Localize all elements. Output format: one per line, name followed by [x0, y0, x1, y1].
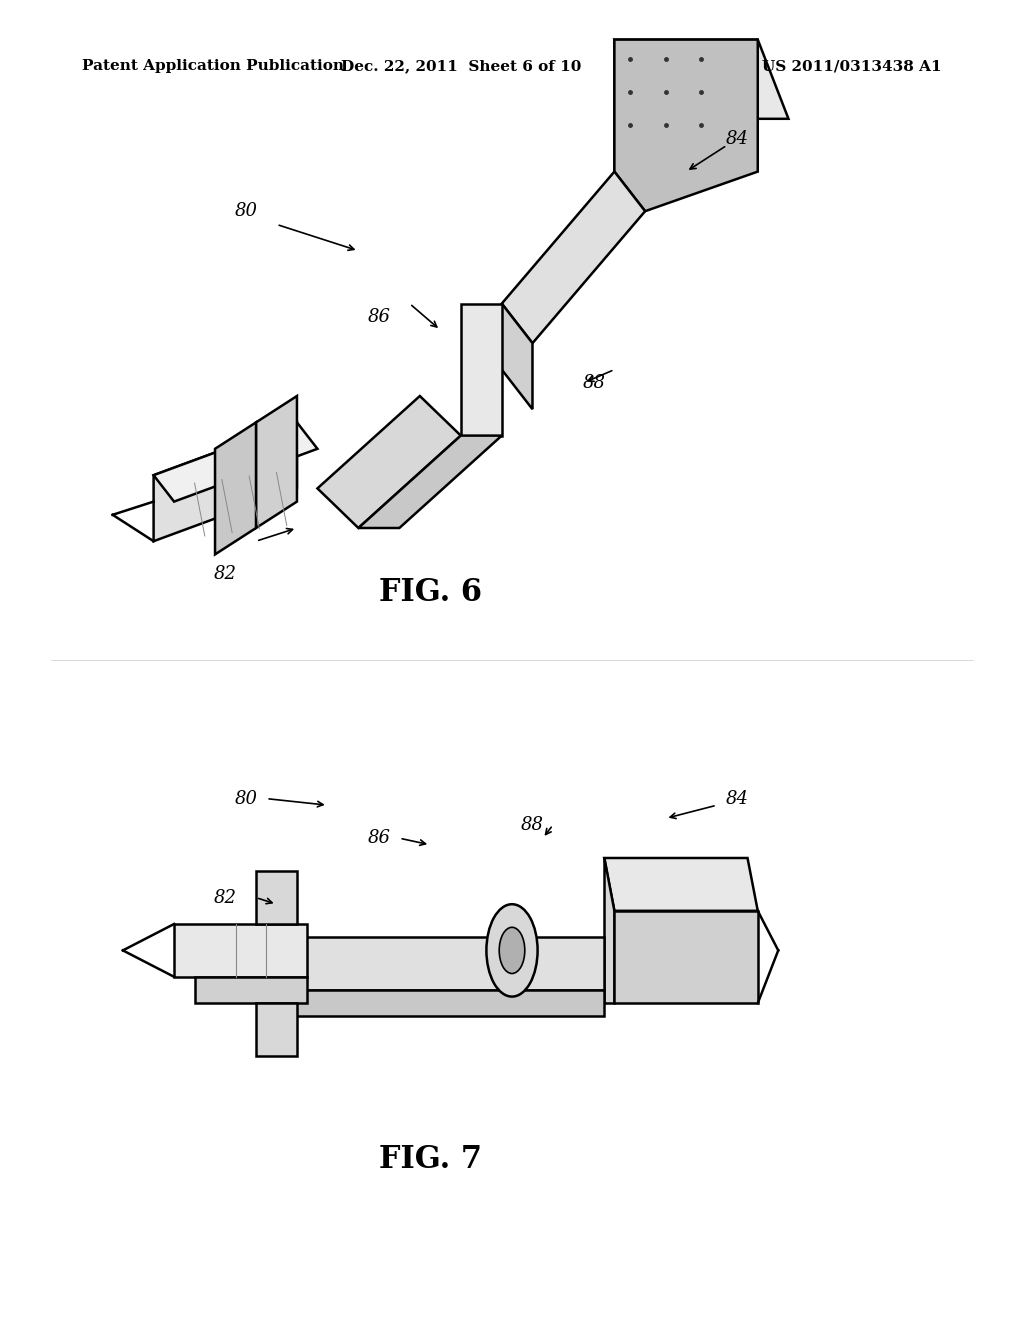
Polygon shape [461, 304, 502, 436]
Text: US 2011/0313438 A1: US 2011/0313438 A1 [763, 59, 942, 74]
Ellipse shape [486, 904, 538, 997]
Polygon shape [614, 40, 788, 119]
Polygon shape [154, 422, 317, 502]
Text: 84: 84 [726, 129, 749, 148]
Text: 88: 88 [583, 374, 605, 392]
Polygon shape [604, 858, 758, 911]
Polygon shape [256, 937, 604, 990]
Polygon shape [614, 40, 758, 211]
Text: 82: 82 [214, 565, 237, 583]
Text: 86: 86 [368, 308, 390, 326]
Text: Dec. 22, 2011  Sheet 6 of 10: Dec. 22, 2011 Sheet 6 of 10 [341, 59, 581, 74]
Polygon shape [358, 436, 502, 528]
Polygon shape [502, 304, 532, 409]
Polygon shape [317, 396, 461, 528]
Text: 84: 84 [726, 789, 749, 808]
Text: 82: 82 [214, 888, 237, 907]
Ellipse shape [500, 927, 524, 974]
Polygon shape [276, 990, 604, 1016]
Polygon shape [174, 924, 307, 977]
Polygon shape [154, 422, 297, 541]
Text: 88: 88 [521, 816, 544, 834]
Text: 86: 86 [368, 829, 390, 847]
Polygon shape [614, 40, 645, 211]
Polygon shape [614, 911, 758, 1003]
Polygon shape [604, 858, 614, 1003]
Text: 80: 80 [234, 202, 257, 220]
Polygon shape [502, 172, 645, 343]
Text: 80: 80 [234, 789, 257, 808]
Text: FIG. 6: FIG. 6 [379, 577, 481, 607]
Text: FIG. 7: FIG. 7 [379, 1144, 481, 1175]
Polygon shape [256, 1003, 297, 1056]
Polygon shape [256, 396, 297, 528]
Polygon shape [256, 871, 297, 924]
Polygon shape [215, 422, 256, 554]
Text: Patent Application Publication: Patent Application Publication [82, 59, 344, 74]
Polygon shape [195, 977, 307, 1003]
